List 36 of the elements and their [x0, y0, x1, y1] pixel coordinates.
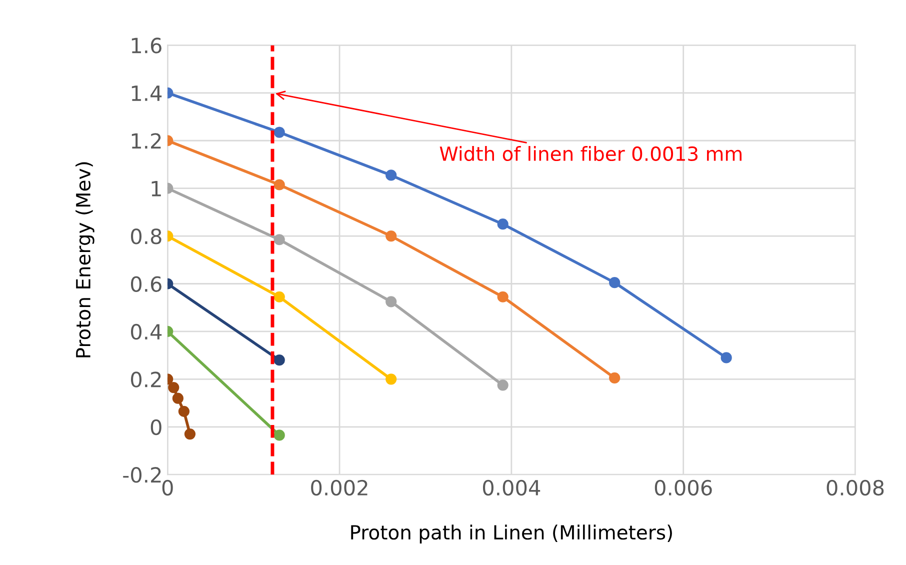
y-tick-label: 0.4 — [130, 324, 162, 340]
point — [178, 406, 190, 417]
y-tick-label: 0.8 — [130, 228, 162, 244]
point — [386, 230, 397, 242]
y-tick-label: 1.2 — [132, 133, 161, 149]
y-tick-label: 0.2 — [130, 372, 161, 388]
point — [497, 218, 508, 230]
point — [274, 291, 285, 302]
x-tick-label: 0.006 — [654, 480, 712, 496]
point — [184, 428, 196, 440]
point — [720, 352, 732, 364]
point — [609, 372, 620, 384]
point — [172, 392, 184, 404]
x-tick-label: 0 — [162, 480, 173, 496]
y-tick-label: 0 — [150, 419, 162, 436]
x-tick-label: 0.004 — [482, 480, 540, 496]
point — [497, 291, 508, 302]
y-tick-label: -0.2 — [123, 467, 161, 483]
y-tick-label: 1 — [152, 181, 161, 196]
point — [386, 170, 397, 181]
y-tick-label: 0.6 — [130, 276, 162, 292]
point — [497, 380, 508, 391]
point — [274, 126, 285, 138]
y-tick-label: 1.6 — [132, 38, 162, 54]
point — [386, 374, 397, 385]
x-tick-label: 0.002 — [311, 480, 368, 496]
y-tick-label: 1.4 — [132, 86, 162, 101]
point — [274, 179, 285, 190]
point — [168, 382, 180, 394]
y-axis-title: Proton Energy (Mev) — [76, 162, 94, 358]
x-axis-title: Proton path in Linen (Millimeters) — [351, 524, 672, 544]
x-tick-label: 0.008 — [826, 480, 884, 496]
point — [274, 234, 285, 246]
annotation: Width of linen fiber 0.0013 mm — [440, 146, 742, 162]
point — [609, 277, 620, 288]
point — [386, 296, 397, 308]
